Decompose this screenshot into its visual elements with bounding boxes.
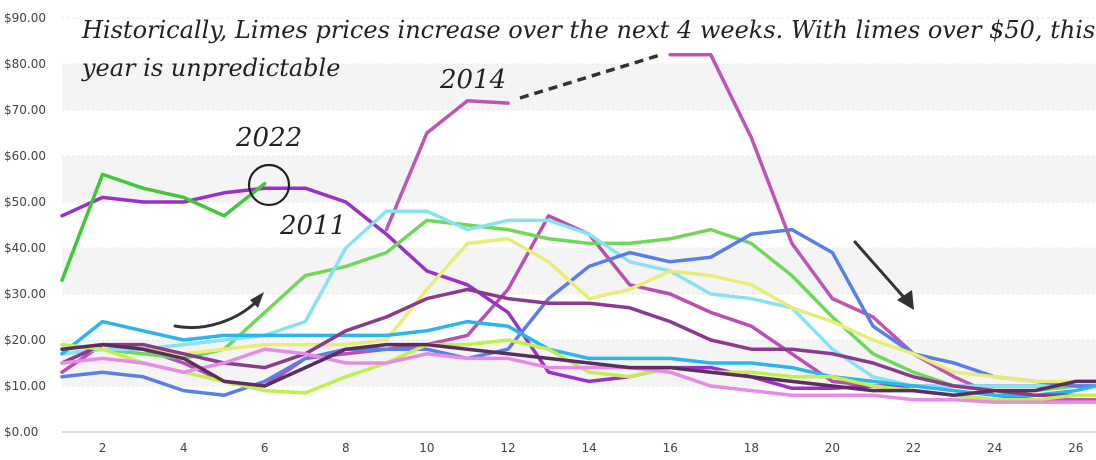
series-line-2014 — [384, 99, 510, 232]
label-2022: 2022 — [235, 123, 302, 153]
y-tick-label: $80.00 — [4, 57, 46, 71]
series-line — [60, 209, 1096, 388]
x-tick-label: 14 — [581, 441, 596, 455]
y-tick-label: $20.00 — [4, 333, 46, 347]
x-tick-label: 6 — [261, 441, 269, 455]
x-tick-label: 24 — [987, 441, 1002, 455]
y-tick-label: $30.00 — [4, 287, 46, 301]
x-tick-label: 12 — [500, 441, 515, 455]
x-tick-label: 18 — [744, 441, 759, 455]
x-tick-label: 16 — [663, 441, 678, 455]
label-2011: 2011 — [279, 211, 346, 241]
grid-band — [62, 248, 1096, 294]
x-tick-label: 4 — [180, 441, 188, 455]
series-lines — [60, 53, 1096, 404]
headline-annotation-line2: year is unpredictable — [81, 54, 340, 82]
diagonal-arrow-head-icon — [897, 290, 914, 310]
y-tick-label: $40.00 — [4, 241, 46, 255]
grid-band — [62, 156, 1096, 202]
circle-highlight-marker — [247, 163, 291, 207]
grid-bands — [62, 64, 1096, 386]
series-line — [60, 342, 1096, 397]
y-tick-label: $50.00 — [4, 195, 46, 209]
y-tick-label: $60.00 — [4, 149, 46, 163]
y-tick-label: $70.00 — [4, 103, 46, 117]
x-tick-label: 8 — [342, 441, 350, 455]
x-tick-label: 26 — [1068, 441, 1083, 455]
x-tick-label: 2 — [99, 441, 107, 455]
y-tick-label: $0.00 — [4, 425, 38, 439]
label-2014: 2014 — [439, 65, 506, 95]
series-line — [60, 319, 1096, 397]
dashed-pointer-line — [519, 53, 661, 100]
y-axis-tick-labels: $0.00 $10.00 $20.00 $30.00 $40.00 $50.00 $60.0… — [4, 11, 46, 439]
grid-band — [62, 64, 1096, 110]
series-line — [60, 237, 1096, 384]
headline-annotation-line1: Historically, Limes prices increase over… — [81, 16, 1095, 44]
diagonal-arrow-icon — [853, 240, 910, 304]
x-tick-label: 20 — [825, 441, 840, 455]
x-axis-tick-labels: 2 4 6 8 10 12 14 16 18 20 22 24 26 — [99, 441, 1084, 455]
series-line — [60, 347, 1096, 404]
y-tick-label: $10.00 — [4, 379, 46, 393]
series-line-2022 — [60, 172, 267, 282]
curved-arrow-icon — [173, 298, 260, 330]
series-line — [60, 287, 1096, 397]
y-tick-label: $90.00 — [4, 11, 46, 25]
series-line — [60, 227, 1096, 397]
x-tick-label: 22 — [906, 441, 921, 455]
x-tick-label: 10 — [419, 441, 434, 455]
curved-arrow-head-icon — [250, 292, 264, 308]
